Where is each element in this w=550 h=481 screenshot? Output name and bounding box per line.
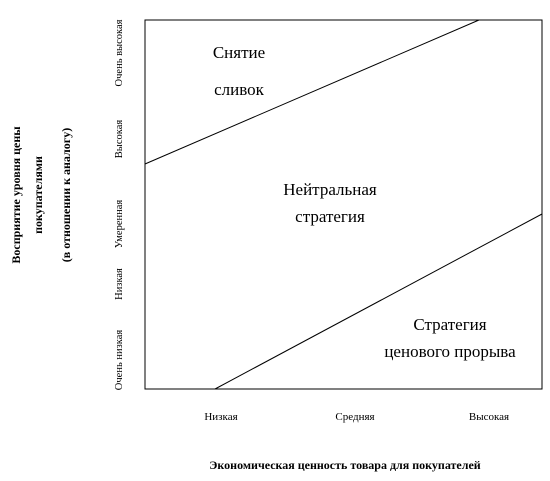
upper-boundary-line — [144, 19, 480, 165]
zone-penetration-line2: ценового прорыва — [384, 342, 516, 361]
y-axis-title-line3: (в отношении к аналогу) — [59, 128, 73, 262]
y-axis-title-line2: покупателями — [31, 156, 45, 234]
zone-penetration-line1: Стратегия — [413, 315, 486, 334]
zone-neutral-line2: стратегия — [295, 207, 365, 226]
lower-boundary-line — [214, 213, 543, 390]
y-tick-moderate: Умеренная — [114, 200, 125, 249]
x-tick-low: Низкая — [204, 411, 237, 423]
y-tick-low: Низкая — [114, 268, 125, 300]
y-tick-very-high: Очень высокая — [114, 19, 125, 86]
plot-frame — [144, 19, 543, 390]
zone-skimming-line2: сливок — [214, 80, 265, 99]
x-tick-medium: Средняя — [335, 411, 374, 423]
x-tick-high: Высокая — [469, 411, 509, 423]
zone-skimming-line1: Снятие — [213, 43, 265, 62]
y-tick-high: Высокая — [114, 120, 125, 159]
y-tick-very-low: Очень низкая — [114, 330, 125, 391]
x-axis-title: Экономическая ценность товара для покупа… — [209, 458, 481, 472]
zone-neutral-line1: Нейтральная — [283, 180, 377, 199]
y-axis-title-line1: Восприятие уровня цены — [9, 126, 23, 264]
